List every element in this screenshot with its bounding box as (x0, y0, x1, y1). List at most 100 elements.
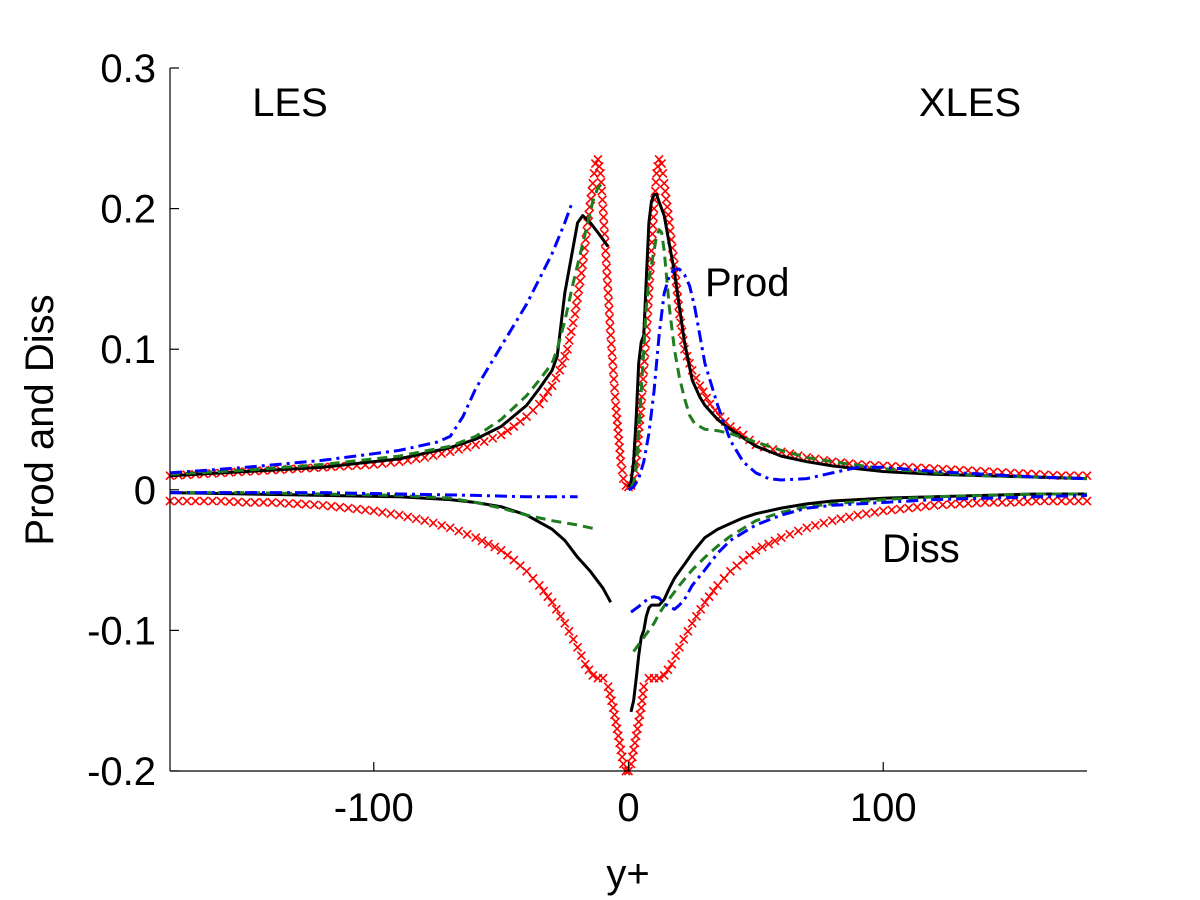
data-marker (1065, 496, 1075, 506)
data-marker (454, 526, 464, 536)
data-marker (605, 689, 615, 699)
data-marker (601, 254, 611, 264)
data-marker (602, 271, 612, 281)
data-marker (1022, 496, 1033, 507)
y-axis-label: Prod and Diss (18, 294, 62, 545)
data-marker (972, 498, 982, 508)
data-marker (309, 500, 319, 510)
data-marker (547, 381, 557, 391)
data-marker (1073, 496, 1084, 506)
data-marker (595, 168, 606, 179)
data-marker (562, 344, 572, 354)
y-tick-label: -0.1 (87, 609, 156, 653)
data-marker (658, 168, 668, 179)
data-marker (631, 731, 641, 741)
data-marker (462, 529, 472, 539)
data-marker (713, 580, 723, 590)
data-marker (588, 670, 598, 680)
data-marker (301, 499, 311, 509)
data-marker (819, 518, 829, 528)
data-marker (603, 288, 613, 298)
data-marker (420, 516, 430, 526)
data-marker (997, 497, 1007, 508)
data-marker (627, 752, 637, 762)
data-marker (946, 499, 956, 509)
series-line (627, 193, 1088, 488)
data-marker (597, 195, 607, 205)
data-marker (594, 161, 604, 171)
data-marker (411, 514, 421, 524)
data-marker (861, 509, 871, 519)
annotation-prod: Prod (705, 261, 790, 305)
data-marker (428, 518, 438, 528)
data-marker (437, 520, 447, 530)
data-marker (609, 374, 619, 384)
data-marker (687, 618, 697, 628)
data-marker (394, 510, 404, 520)
series-les-green-prod (169, 182, 604, 476)
data-marker (326, 501, 336, 511)
data-marker (980, 497, 990, 508)
annotation-diss: Diss (882, 527, 960, 571)
data-marker (609, 710, 620, 720)
data-marker (609, 383, 620, 393)
data-marker (598, 673, 608, 683)
data-marker (810, 520, 820, 530)
series-line (169, 491, 613, 604)
data-marker (471, 533, 481, 543)
x-axis-label: y+ (606, 852, 649, 896)
data-marker (173, 496, 184, 506)
series-les-blue-diss (170, 491, 578, 499)
data-marker (618, 473, 628, 484)
data-marker (744, 550, 755, 560)
data-marker (605, 322, 615, 332)
data-marker (560, 618, 570, 628)
data-marker (547, 597, 557, 607)
data-marker (386, 509, 396, 519)
data-marker (471, 440, 481, 450)
data-marker (659, 670, 669, 680)
series-line (169, 214, 610, 478)
data-marker (719, 573, 729, 583)
data-marker (488, 433, 498, 443)
data-marker (352, 504, 362, 514)
data-marker (887, 505, 897, 515)
data-marker (233, 497, 243, 507)
data-marker (608, 703, 618, 713)
data-marker (671, 651, 681, 661)
series-line (629, 228, 1088, 488)
series-line (170, 491, 578, 499)
data-marker (555, 365, 565, 375)
data-marker (496, 430, 506, 440)
series-line (169, 182, 604, 476)
data-marker (662, 202, 672, 212)
data-marker (615, 738, 625, 748)
data-marker (551, 373, 561, 383)
data-marker (403, 512, 413, 522)
data-marker (651, 177, 661, 187)
data-marker (267, 497, 277, 508)
data-marker (616, 745, 626, 755)
data-marker (698, 387, 708, 397)
series-reference-dns-prod (165, 154, 1092, 492)
data-marker (1006, 497, 1016, 508)
data-marker (603, 279, 613, 290)
data-marker (1031, 496, 1041, 506)
data-marker (650, 186, 660, 196)
data-marker (844, 512, 854, 522)
data-marker (700, 597, 710, 607)
data-marker (539, 393, 549, 403)
data-marker (566, 327, 576, 337)
tick-layer: -0.2 -0.1 0 0.1 0.2 0.3 -100 0 100 (87, 47, 917, 830)
data-marker (580, 659, 590, 669)
data-marker (629, 745, 639, 755)
data-marker (571, 301, 581, 311)
data-marker (912, 502, 922, 512)
data-marker (606, 339, 616, 349)
data-marker (691, 611, 701, 621)
data-marker (1039, 496, 1050, 506)
series-les-black-diss (169, 491, 613, 604)
data-marker (921, 501, 931, 511)
data-marker (904, 503, 914, 513)
data-marker (564, 626, 574, 636)
